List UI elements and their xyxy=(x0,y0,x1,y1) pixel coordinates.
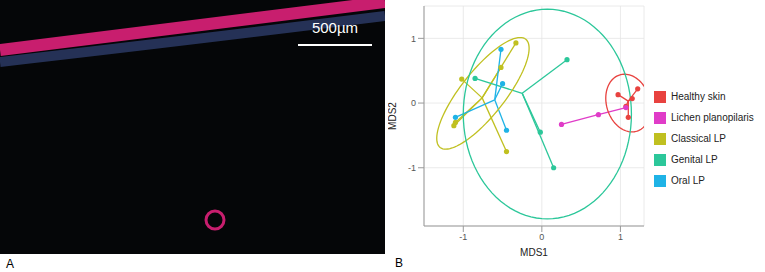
html-text:Classical LP: Classical LP xyxy=(671,133,726,144)
svg-text:0: 0 xyxy=(411,98,416,108)
svg-text:1: 1 xyxy=(411,34,416,44)
svg-text:-1: -1 xyxy=(459,232,467,242)
svg-text:1: 1 xyxy=(618,232,623,242)
svg-text:0: 0 xyxy=(539,232,544,242)
html-text:Oral LP: Oral LP xyxy=(671,175,705,186)
svg-text:500µm: 500µm xyxy=(312,19,358,36)
html-text:Lichen planopilaris: Lichen planopilaris xyxy=(671,112,754,123)
svg-text:-1: -1 xyxy=(408,163,416,173)
html-text:Healthy skin: Healthy skin xyxy=(671,91,726,102)
html-text:Genital LP: Genital LP xyxy=(671,154,718,165)
svg-text:MDS2: MDS2 xyxy=(388,102,398,130)
svg-text:A: A xyxy=(6,257,14,271)
svg-text:MDS1: MDS1 xyxy=(520,247,548,258)
html-text:B: B xyxy=(395,256,403,270)
